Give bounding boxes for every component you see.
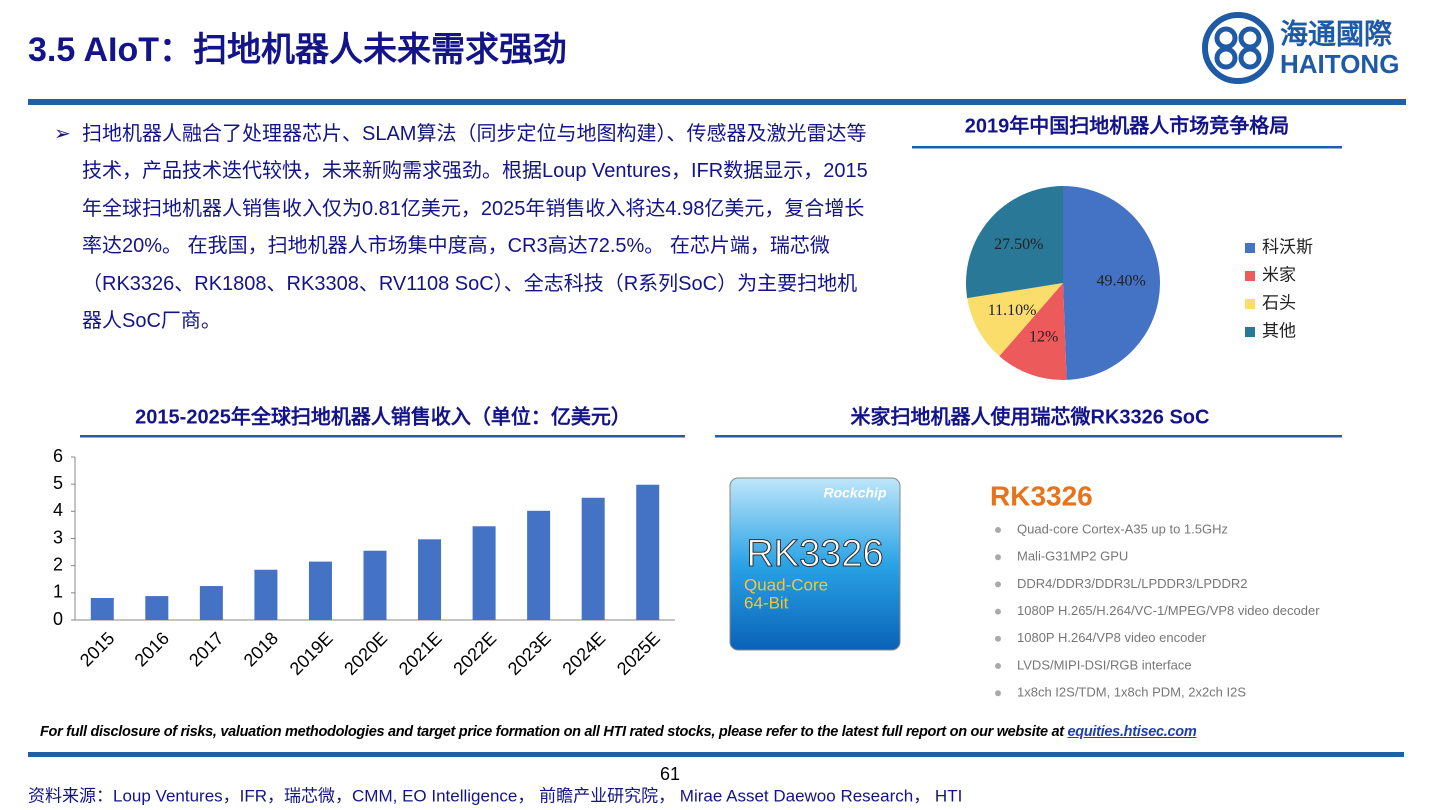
source: 资料来源：Loup Ventures，IFR，瑞芯微，CMM, EO Intel… <box>28 786 962 805</box>
legend-swatch <box>1245 299 1255 309</box>
bar <box>145 596 169 620</box>
data-label: 49.40% <box>1097 273 1146 290</box>
legend-label: 科沃斯 <box>1262 237 1313 256</box>
x-tick-label: 2019E <box>286 628 337 679</box>
spec-bullet <box>995 690 1001 697</box>
logo <box>1202 12 1274 84</box>
spec-bullet <box>995 608 1001 615</box>
x-tick-label: 2020E <box>340 628 391 679</box>
pie-slice <box>999 283 1067 380</box>
y-tick-label: 2 <box>53 554 63 574</box>
legend-swatch <box>1245 243 1255 253</box>
x-tick-label: 2022E <box>449 628 500 679</box>
data-label: 11.10% <box>988 302 1037 319</box>
bar-title: 2015-2025年全球扫地机器人销售收入（单位：亿美元） <box>135 404 631 428</box>
x-tick-label: 2018 <box>240 628 282 670</box>
spec: 1080P H.264/VP8 video encoder <box>1017 630 1207 645</box>
spec-bullet <box>995 581 1001 588</box>
legend-label: 米家 <box>1262 265 1296 284</box>
spec-bullet <box>995 527 1001 533</box>
legend-swatch <box>1245 271 1255 281</box>
spec-bullet <box>995 635 1001 642</box>
bar <box>418 539 442 620</box>
rule <box>80 435 685 438</box>
x-tick-label: 2021E <box>395 628 446 679</box>
legend-label: 石头 <box>1262 293 1296 312</box>
bar <box>254 569 278 620</box>
body: ➢ 扫地机器人融合了处理器芯片、SLAM算法（同步定位与地图构建）、传感器及激光… <box>54 116 874 340</box>
y-tick-label: 1 <box>53 582 63 602</box>
x-tick-label: 2017 <box>185 628 227 670</box>
legend-swatch <box>1245 327 1255 337</box>
bar <box>581 497 605 620</box>
y-tick-label: 4 <box>53 500 63 520</box>
y-tick-label: 3 <box>53 527 63 547</box>
pie-slice <box>1063 186 1160 380</box>
spec: Mali-G31MP2 GPU <box>1017 549 1128 564</box>
footer-rule <box>28 752 1404 757</box>
pie-title: 2019年中国扫地机器人市场竞争格局 <box>965 113 1290 137</box>
bullet: ➢ <box>54 123 71 145</box>
bar <box>472 526 496 620</box>
x-tick-label: 2016 <box>131 628 173 670</box>
bar <box>308 561 332 620</box>
header-rule <box>28 99 1406 105</box>
bar <box>527 510 551 620</box>
rule <box>912 146 1342 149</box>
x-tick-label: 2025E <box>613 628 664 679</box>
bar <box>199 586 223 620</box>
x-tick-label: 2023E <box>504 628 555 679</box>
x-tick-label: 2015 <box>76 628 118 670</box>
chip-title: 米家扫地机器人使用瑞芯微RK3326 SoC <box>851 404 1210 428</box>
spec-bullet <box>995 663 1001 669</box>
data-label: 27.50% <box>994 236 1043 253</box>
chip-heading: RK3326 <box>990 480 1093 511</box>
chip-line: 64-Bit <box>744 593 789 612</box>
chip <box>729 477 901 651</box>
link[interactable]: equities.htisec.com <box>1067 724 1197 740</box>
page-number: 61 <box>660 764 680 784</box>
spec-bullet <box>995 554 1001 561</box>
disclaimer-text: For full disclosure of risks, valuation … <box>40 724 1064 740</box>
spec: 1080P H.265/H.264/VC-1/MPEG/VP8 video de… <box>1017 603 1320 618</box>
logo-cn: 海通國際 <box>1280 18 1392 49</box>
rule <box>715 435 1342 438</box>
spec: LVDS/MIPI-DSI/RGB interface <box>1017 657 1192 672</box>
chip-name: RK3326 <box>746 533 883 575</box>
spec: 1x8ch I2S/TDM, 1x8ch PDM, 2x2ch I2S <box>1017 685 1246 700</box>
chip-line: Quad-Core <box>744 575 828 594</box>
pie-slice <box>967 283 1063 357</box>
bar <box>636 484 660 620</box>
data-label: 12% <box>1029 329 1058 346</box>
disclaimer: For full disclosure of risks, valuation … <box>40 724 1197 740</box>
y-tick-label: 5 <box>53 473 63 493</box>
title: 3.5 AIoT：扫地机器人未来需求强劲 <box>28 31 567 69</box>
y-tick-label: 6 <box>53 446 63 466</box>
logo-en: HAITONG <box>1280 49 1399 79</box>
bar <box>363 550 387 620</box>
bar <box>90 597 114 620</box>
paragraph: 扫地机器人融合了处理器芯片、SLAM算法（同步定位与地图构建）、传感器及激光雷达… <box>82 123 868 333</box>
legend-label: 其他 <box>1262 321 1296 340</box>
pie-slice <box>965 186 1063 299</box>
spec: DDR4/DDR3/DDR3L/LPDDR3/LPDDR2 <box>1017 576 1247 591</box>
y-tick-label: 0 <box>53 609 63 629</box>
chip-brand: Rockchip <box>823 485 886 501</box>
spec: Quad-core Cortex-A35 up to 1.5GHz <box>1017 521 1228 536</box>
x-tick-label: 2024E <box>558 628 609 679</box>
